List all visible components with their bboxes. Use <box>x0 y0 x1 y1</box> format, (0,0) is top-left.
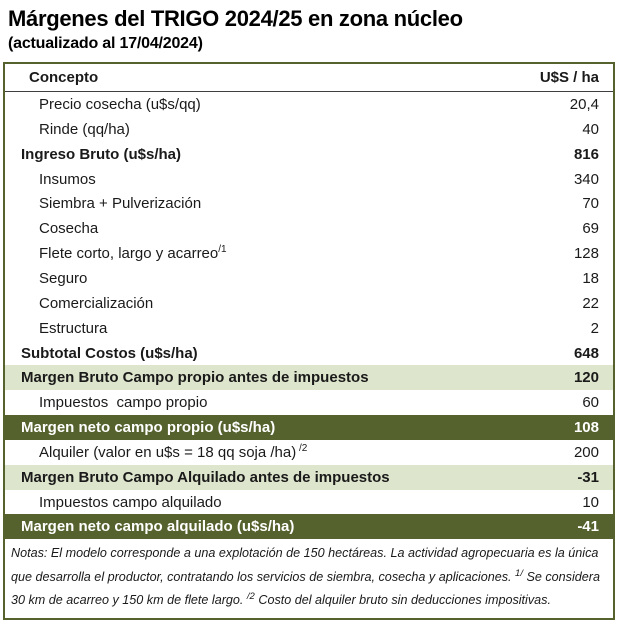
table-row: Margen neto campo alquilado (u$s/ha) -41 <box>5 514 613 540</box>
column-header-concepto: Concepto <box>29 69 99 87</box>
table-row: Rinde (qq/ha) 40 <box>5 117 613 142</box>
table-row: Impuestos campo alquilado 10 <box>5 490 613 515</box>
row-value: 18 <box>582 269 599 287</box>
row-label: Alquiler (valor en u$s = 18 qq soja /ha)… <box>39 442 308 461</box>
row-label: Impuestos campo alquilado <box>39 493 222 511</box>
table-row: Siembra + Pulverización 70 <box>5 192 613 217</box>
table-row: Flete corto, largo y acarreo/1 128 <box>5 241 613 266</box>
column-header-uss-ha: U$S / ha <box>539 69 599 87</box>
table-row: Ingreso Bruto (u$s/ha) 816 <box>5 142 613 167</box>
table-header-row: Concepto U$S / ha <box>5 64 613 93</box>
row-label: Insumos <box>39 170 96 188</box>
row-label: Cosecha <box>39 220 99 238</box>
row-label: Rinde (qq/ha) <box>39 120 130 138</box>
row-label: Ingreso Bruto (u$s/ha) <box>21 145 182 163</box>
notes-text: Se considera 30 km de acarreo y 150 km d… <box>11 569 600 608</box>
table-row: Comercialización 22 <box>5 291 613 316</box>
row-value: -41 <box>577 518 599 536</box>
page-title: Márgenes del TRIGO 2024/25 en zona núcle… <box>8 6 463 31</box>
table-row: Estructura 2 <box>5 316 613 341</box>
row-value: 60 <box>582 394 599 412</box>
row-label: Impuestos campo propio <box>39 394 208 412</box>
row-label: Margen Bruto Campo propio antes de impue… <box>21 369 369 387</box>
footnotes: Notas: El modelo corresponde a una explo… <box>5 539 613 618</box>
row-value: 10 <box>582 493 599 511</box>
notes-text: Notas: El modelo corresponde a una explo… <box>11 546 599 584</box>
report-page: Márgenes del TRIGO 2024/25 en zona núcle… <box>0 6 626 620</box>
row-value: -31 <box>577 468 599 486</box>
footnote-marker: /2 <box>296 442 308 454</box>
row-label: Precio cosecha (u$s/qq) <box>39 96 201 114</box>
row-value: 108 <box>573 419 599 437</box>
table-row: Impuestos campo propio 60 <box>5 390 613 415</box>
row-value: 22 <box>582 294 599 312</box>
row-label: Flete corto, largo y acarreo/1 <box>39 244 227 263</box>
row-label: Estructura <box>39 319 108 337</box>
row-value: 340 <box>573 170 599 188</box>
footnote-marker: /1 <box>218 244 227 256</box>
margins-table: Concepto U$S / ha Precio cosecha (u$s/qq… <box>3 62 615 620</box>
row-value: 40 <box>582 120 599 138</box>
row-value: 2 <box>590 319 599 337</box>
row-value: 128 <box>573 245 599 263</box>
table-body: Precio cosecha (u$s/qq) 20,4 Rinde (qq/ha)… <box>5 92 613 540</box>
table-row: Margen Bruto Campo propio antes de impue… <box>5 365 613 391</box>
row-value: 816 <box>573 145 599 163</box>
table-row: Seguro 18 <box>5 266 613 291</box>
page-subtitle: (actualizado al 17/04/2024) <box>8 34 203 52</box>
row-label: Seguro <box>39 269 88 287</box>
row-value: 648 <box>573 344 599 362</box>
row-value: 70 <box>582 195 599 213</box>
row-label: Siembra + Pulverización <box>39 195 202 213</box>
table-row: Insumos 340 <box>5 167 613 192</box>
row-value: 20,4 <box>569 96 599 114</box>
table-row: Margen neto campo propio (u$s/ha) 108 <box>5 415 613 440</box>
table-row: Margen Bruto Campo Alquilado antes de im… <box>5 464 613 490</box>
table-row: Precio cosecha (u$s/qq) 20,4 <box>5 92 613 117</box>
row-value: 120 <box>573 369 599 387</box>
row-value: 200 <box>573 443 599 461</box>
table-row: Subtotal Costos (u$s/ha) 648 <box>5 341 613 366</box>
row-label: Margen neto campo alquilado (u$s/ha) <box>21 518 295 536</box>
row-label: Comercialización <box>39 294 154 312</box>
row-label: Margen neto campo propio (u$s/ha) <box>21 419 276 437</box>
table-row: Alquiler (valor en u$s = 18 qq soja /ha)… <box>5 440 613 465</box>
footnote-marker: 1/ <box>515 567 523 579</box>
notes-text: Costo del alquiler bruto sin deducciones… <box>254 593 551 608</box>
table-row: Cosecha 69 <box>5 216 613 241</box>
row-label: Subtotal Costos (u$s/ha) <box>21 344 198 362</box>
row-value: 69 <box>582 220 599 238</box>
footnote-marker: /2 <box>246 591 255 603</box>
row-label: Margen Bruto Campo Alquilado antes de im… <box>21 468 390 486</box>
